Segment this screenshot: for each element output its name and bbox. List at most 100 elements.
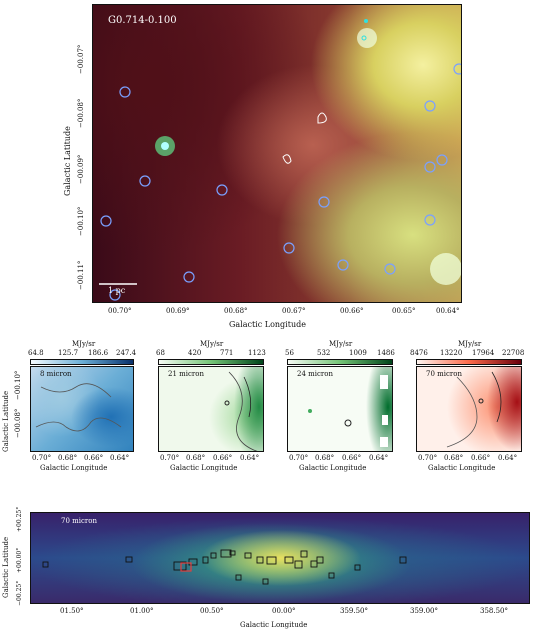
x-tick: 00.64° [436, 307, 460, 315]
cbar-tick: 1009 [349, 349, 367, 357]
cbar-tick: 125.7 [58, 349, 79, 357]
x-tick: 01.50° [60, 607, 84, 615]
main-xlabel: Galactic Longitude [229, 320, 306, 329]
cbar-tick: 771 [220, 349, 234, 357]
cbar-tick: 8476 [410, 349, 428, 357]
bright-source-core [161, 142, 169, 150]
y-tick: −00.10° [77, 206, 85, 236]
cbar-tick: 17964 [472, 349, 495, 357]
main-image-panel: G0.714-0.100 1 pc [92, 4, 462, 303]
x-tick: 0.66° [213, 454, 233, 462]
panel-label: 8 micron [40, 370, 72, 378]
cbar-tick: 22708 [502, 349, 525, 357]
cbar-tick: 13220 [440, 349, 463, 357]
cbar-tick: 247.4 [116, 349, 137, 357]
x-tick: 01.00° [130, 607, 154, 615]
bright-source-top [357, 28, 377, 48]
image-70micron: 70 micron [416, 366, 522, 452]
colorbar [416, 359, 522, 365]
small-panel-21micron: MJy/sr 68 420 771 1123 21 micron 0.70° 0… [156, 340, 266, 475]
cbar-tick: 68 [156, 349, 165, 357]
small-panel-24micron: MJy/sr 56 532 1009 1486 24 micron 0.70° … [285, 340, 395, 475]
x-tick: 00.50° [200, 607, 224, 615]
cbar-tick: 1486 [377, 349, 395, 357]
x-tick: 0.64° [369, 454, 389, 462]
x-tick: 00.70° [108, 307, 132, 315]
bottom-image-panel: 70 micron [30, 512, 530, 604]
xlabel: Galactic Longitude [170, 464, 238, 472]
x-tick: 00.69° [166, 307, 190, 315]
x-tick: 0.66° [471, 454, 491, 462]
panel-label: 70 micron [61, 517, 97, 525]
x-tick: 0.70° [418, 454, 438, 462]
x-tick: 0.70° [289, 454, 309, 462]
panel-label: 21 micron [168, 370, 204, 378]
small-y-tick: −00.10° [14, 370, 22, 400]
xlabel: Galactic Longitude [40, 464, 108, 472]
x-tick: 00.68° [224, 307, 248, 315]
x-tick: 00.66° [340, 307, 364, 315]
x-tick: 0.66° [342, 454, 362, 462]
cbar-unit: MJy/sr [329, 340, 353, 348]
cbar-tick: 420 [188, 349, 202, 357]
small-y-tick: −00.08° [14, 408, 22, 438]
small-panel-70micron: MJy/sr 8476 13220 17964 22708 70 micron … [410, 340, 525, 475]
x-tick: 0.64° [240, 454, 260, 462]
scalebar-label: 1 pc [108, 286, 126, 295]
image-24micron: 24 micron [287, 366, 393, 452]
x-tick: 0.68° [186, 454, 206, 462]
main-y-ticks: −00.07° −00.08° −00.09° −00.10° −00.11° [75, 4, 90, 303]
cbar-unit: MJy/sr [72, 340, 96, 348]
image-21micron: 21 micron [158, 366, 264, 452]
bottom-ylabel: Galactic Latitude [2, 536, 10, 598]
bottom-xlabel: Galactic Longitude [240, 621, 308, 629]
cyan-marker [364, 19, 368, 23]
panel-label: 24 micron [297, 370, 333, 378]
bottom-y-tick: +00.25° [16, 506, 23, 532]
colorbar [158, 359, 264, 365]
y-tick: −00.07° [77, 44, 85, 74]
small-panel-8micron: MJy/sr 64.8 125.7 186.6 247.4 8 micron 0… [28, 340, 137, 475]
x-tick: 0.64° [110, 454, 130, 462]
catalog-markers [100, 63, 461, 301]
x-tick: 0.68° [444, 454, 464, 462]
colorbar [30, 359, 134, 365]
y-tick: −00.09° [77, 154, 85, 184]
x-tick: 359.50° [340, 607, 368, 615]
x-tick: 359.00° [410, 607, 438, 615]
x-tick: 0.66° [84, 454, 104, 462]
small-ylabel: Galactic Latitude [2, 390, 10, 452]
bottom-y-tick: −00.25° [16, 580, 23, 606]
x-tick: 00.00° [272, 607, 296, 615]
x-tick: 0.68° [315, 454, 335, 462]
cbar-unit: MJy/sr [200, 340, 224, 348]
x-tick: 358.50° [480, 607, 508, 615]
main-ylabel: Galactic Latitude [63, 126, 72, 196]
x-tick: 00.65° [392, 307, 416, 315]
contour-1 [317, 112, 327, 124]
xlabel: Galactic Longitude [428, 464, 496, 472]
xlabel: Galactic Longitude [299, 464, 367, 472]
cyan-marker-2 [361, 35, 367, 41]
cbar-tick: 1123 [248, 349, 266, 357]
panel-label: 70 micron [426, 370, 462, 378]
cbar-tick: 186.6 [88, 349, 109, 357]
y-tick: −00.08° [77, 98, 85, 128]
main-x-ticks: 00.70° 00.69° 00.68° 00.67° 00.66° 00.65… [92, 307, 462, 317]
x-tick: 0.70° [160, 454, 180, 462]
contour-2 [282, 154, 292, 164]
bright-source-bottom-right [430, 253, 461, 285]
x-tick: 0.64° [498, 454, 518, 462]
image-8micron: 8 micron [30, 366, 134, 452]
y-tick: −00.11° [77, 260, 85, 290]
x-tick: 0.68° [58, 454, 78, 462]
cbar-tick: 64.8 [28, 349, 44, 357]
cbar-tick: 532 [317, 349, 331, 357]
x-tick: 00.67° [282, 307, 306, 315]
source-label: G0.714-0.100 [108, 15, 177, 26]
cbar-tick: 56 [285, 349, 294, 357]
cbar-unit: MJy/sr [458, 340, 482, 348]
colorbar [287, 359, 393, 365]
x-tick: 0.70° [32, 454, 52, 462]
bottom-y-tick: +00.00° [16, 547, 23, 573]
